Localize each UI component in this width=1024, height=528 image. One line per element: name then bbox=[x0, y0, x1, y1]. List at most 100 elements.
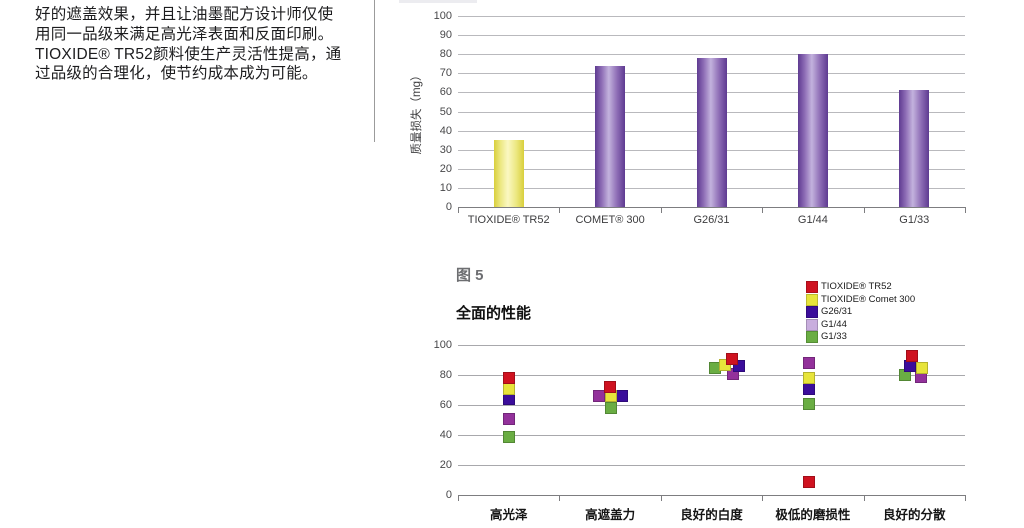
figure5-y-tick-label: 100 bbox=[433, 339, 452, 351]
figure5-legend-swatch bbox=[806, 318, 818, 331]
figure4-x-label: G26/31 bbox=[693, 214, 730, 226]
figure5-gridline bbox=[458, 465, 965, 466]
figure5-label: 图 5 bbox=[456, 267, 484, 284]
figure5-marker-g26-31 bbox=[502, 393, 515, 405]
figure5-y-tick-label: 20 bbox=[439, 459, 452, 471]
figure4-x-label: TIOXIDE® TR52 bbox=[467, 214, 550, 226]
figure5-marker-g1-33 bbox=[605, 402, 618, 414]
figure5-marker-g26-31 bbox=[904, 360, 917, 372]
figure5-legend-swatch bbox=[806, 293, 818, 306]
figure5-y-tick-label: 60 bbox=[439, 399, 452, 411]
figure5-marker-g1-44 bbox=[726, 367, 739, 380]
figure5-marker-tioxide-tr52 bbox=[906, 349, 919, 362]
figure5-marker-tioxide-tr52 bbox=[604, 381, 617, 393]
figure5-subtitle: 全面的性能 bbox=[456, 305, 532, 322]
figure4-gridline bbox=[458, 130, 965, 132]
figure5-gridline bbox=[458, 375, 965, 376]
figure5-x-label: 极低的磨损性 bbox=[775, 508, 851, 522]
figure5-marker-tioxide-tr52 bbox=[725, 352, 738, 365]
figure5-marker-g1-33 bbox=[708, 361, 721, 374]
figure5-x-label: 良好的分散 bbox=[883, 508, 946, 522]
figure4-gridline bbox=[458, 16, 965, 17]
figure5-legend-label: TIOXIDE® Comet 300 bbox=[821, 293, 916, 305]
figure4-x-tick bbox=[965, 207, 966, 213]
figure4-x-tick bbox=[458, 207, 459, 213]
figure4-gridline bbox=[458, 73, 965, 75]
figure5-gridline bbox=[458, 345, 965, 346]
figure4-x-tick bbox=[559, 207, 561, 213]
figure5-marker-tioxide-comet-300 bbox=[718, 358, 731, 371]
figure4-gridline bbox=[458, 187, 965, 189]
figure4-x-axis bbox=[458, 207, 966, 208]
figure5-legend-swatch bbox=[806, 306, 818, 319]
figure4-x-label: G1/33 bbox=[899, 214, 930, 226]
figure4-bar-1 bbox=[493, 140, 524, 207]
figure4-gridline bbox=[458, 54, 965, 56]
figure4-x-label: G1/44 bbox=[797, 214, 828, 226]
figure5-legend-swatch bbox=[806, 281, 818, 293]
figure5-marker-g1-44 bbox=[502, 412, 515, 425]
figure4-gridline bbox=[458, 111, 965, 113]
figure5-marker-tioxide-comet-300 bbox=[605, 390, 618, 402]
figure5-x-tick bbox=[863, 495, 865, 501]
figure5-x-label: 良好的白度 bbox=[680, 508, 743, 522]
clipped-figure4-title-sliver bbox=[399, 0, 477, 3]
figure5-x-label: 高遮盖力 bbox=[585, 508, 636, 522]
figure4-bar-4 bbox=[797, 54, 828, 207]
figure5-marker-g1-33 bbox=[802, 397, 815, 410]
figure4-y-tick-label: 20 bbox=[439, 162, 452, 175]
intro-paragraph: 好的遮盖效果，并且让油墨配方设计师仅使 用同一品级来满足高光泽表面和反面印刷。 … bbox=[35, 6, 342, 83]
figure4-gridline bbox=[458, 168, 965, 170]
figure4-x-tick bbox=[863, 207, 865, 213]
figure5-marker-g1-33 bbox=[899, 369, 912, 381]
figure5-marker-tioxide-comet-300 bbox=[916, 361, 929, 374]
figure5-marker-g26-31 bbox=[732, 360, 745, 372]
figure4-y-tick-label: 100 bbox=[433, 10, 452, 22]
figure5-legend-label: TIOXIDE® TR52 bbox=[821, 281, 892, 292]
figure4-y-tick-label: 0 bbox=[445, 201, 452, 213]
figure5-y-tick-label: 40 bbox=[439, 429, 452, 441]
figure5-x-tick bbox=[660, 495, 662, 501]
figure5-marker-g1-44 bbox=[802, 357, 815, 369]
figure5-marker-tioxide-comet-300 bbox=[802, 372, 815, 384]
figure5-marker-g1-44 bbox=[593, 390, 606, 402]
figure5-y-tick-label: 0 bbox=[445, 489, 452, 501]
figure4-gridline bbox=[458, 35, 965, 37]
figure4-x-tick bbox=[660, 207, 662, 213]
figure5-gridline bbox=[458, 405, 965, 406]
figure4-bar-5 bbox=[899, 90, 930, 207]
figure5-legend-label: G1/33 bbox=[821, 331, 847, 343]
figure5-legend-label: G1/44 bbox=[821, 318, 847, 330]
figure5-x-label: 高光泽 bbox=[489, 508, 528, 522]
figure4-y-tick-label: 10 bbox=[439, 181, 452, 194]
figure5-x-tick bbox=[965, 495, 966, 501]
figure4-x-tick bbox=[762, 207, 764, 213]
figure4-bar-2 bbox=[595, 65, 626, 207]
figure5-marker-g26-31 bbox=[616, 390, 629, 402]
figure4-gridline bbox=[458, 149, 965, 151]
figure5-legend-row: G1/44 bbox=[806, 318, 966, 331]
figure4-y-axis-label: 质量损失（mg） bbox=[411, 69, 423, 155]
figure5-legend-row: TIOXIDE® Comet 300 bbox=[806, 293, 966, 306]
figure5-x-tick bbox=[458, 495, 459, 501]
figure5-legend-label: G26/31 bbox=[821, 306, 853, 318]
figure5-x-tick bbox=[559, 495, 561, 501]
figure5-legend-row: TIOXIDE® TR52 bbox=[806, 281, 966, 293]
figure5-marker-g1-44 bbox=[915, 370, 928, 383]
figure5-marker-tioxide-comet-300 bbox=[502, 382, 515, 395]
figure4-x-label: COMET® 300 bbox=[575, 214, 645, 226]
figure4-bar-3 bbox=[696, 58, 727, 207]
figure4-gridline bbox=[458, 92, 965, 94]
figure5-x-tick bbox=[762, 495, 764, 501]
figure5-legend-row: G26/31 bbox=[806, 306, 966, 319]
figure5-marker-tioxide-tr52 bbox=[802, 475, 815, 488]
figure4-y-tick-label: 90 bbox=[439, 29, 452, 42]
column-divider-rule bbox=[374, 0, 375, 142]
figure5-marker-g26-31 bbox=[802, 382, 815, 395]
figure5-x-axis bbox=[458, 495, 966, 496]
figure5-legend-row: G1/33 bbox=[806, 331, 966, 344]
figure5-gridline bbox=[458, 435, 965, 436]
figure5-marker-tioxide-tr52 bbox=[502, 372, 515, 384]
figure5-legend-swatch bbox=[806, 331, 818, 344]
